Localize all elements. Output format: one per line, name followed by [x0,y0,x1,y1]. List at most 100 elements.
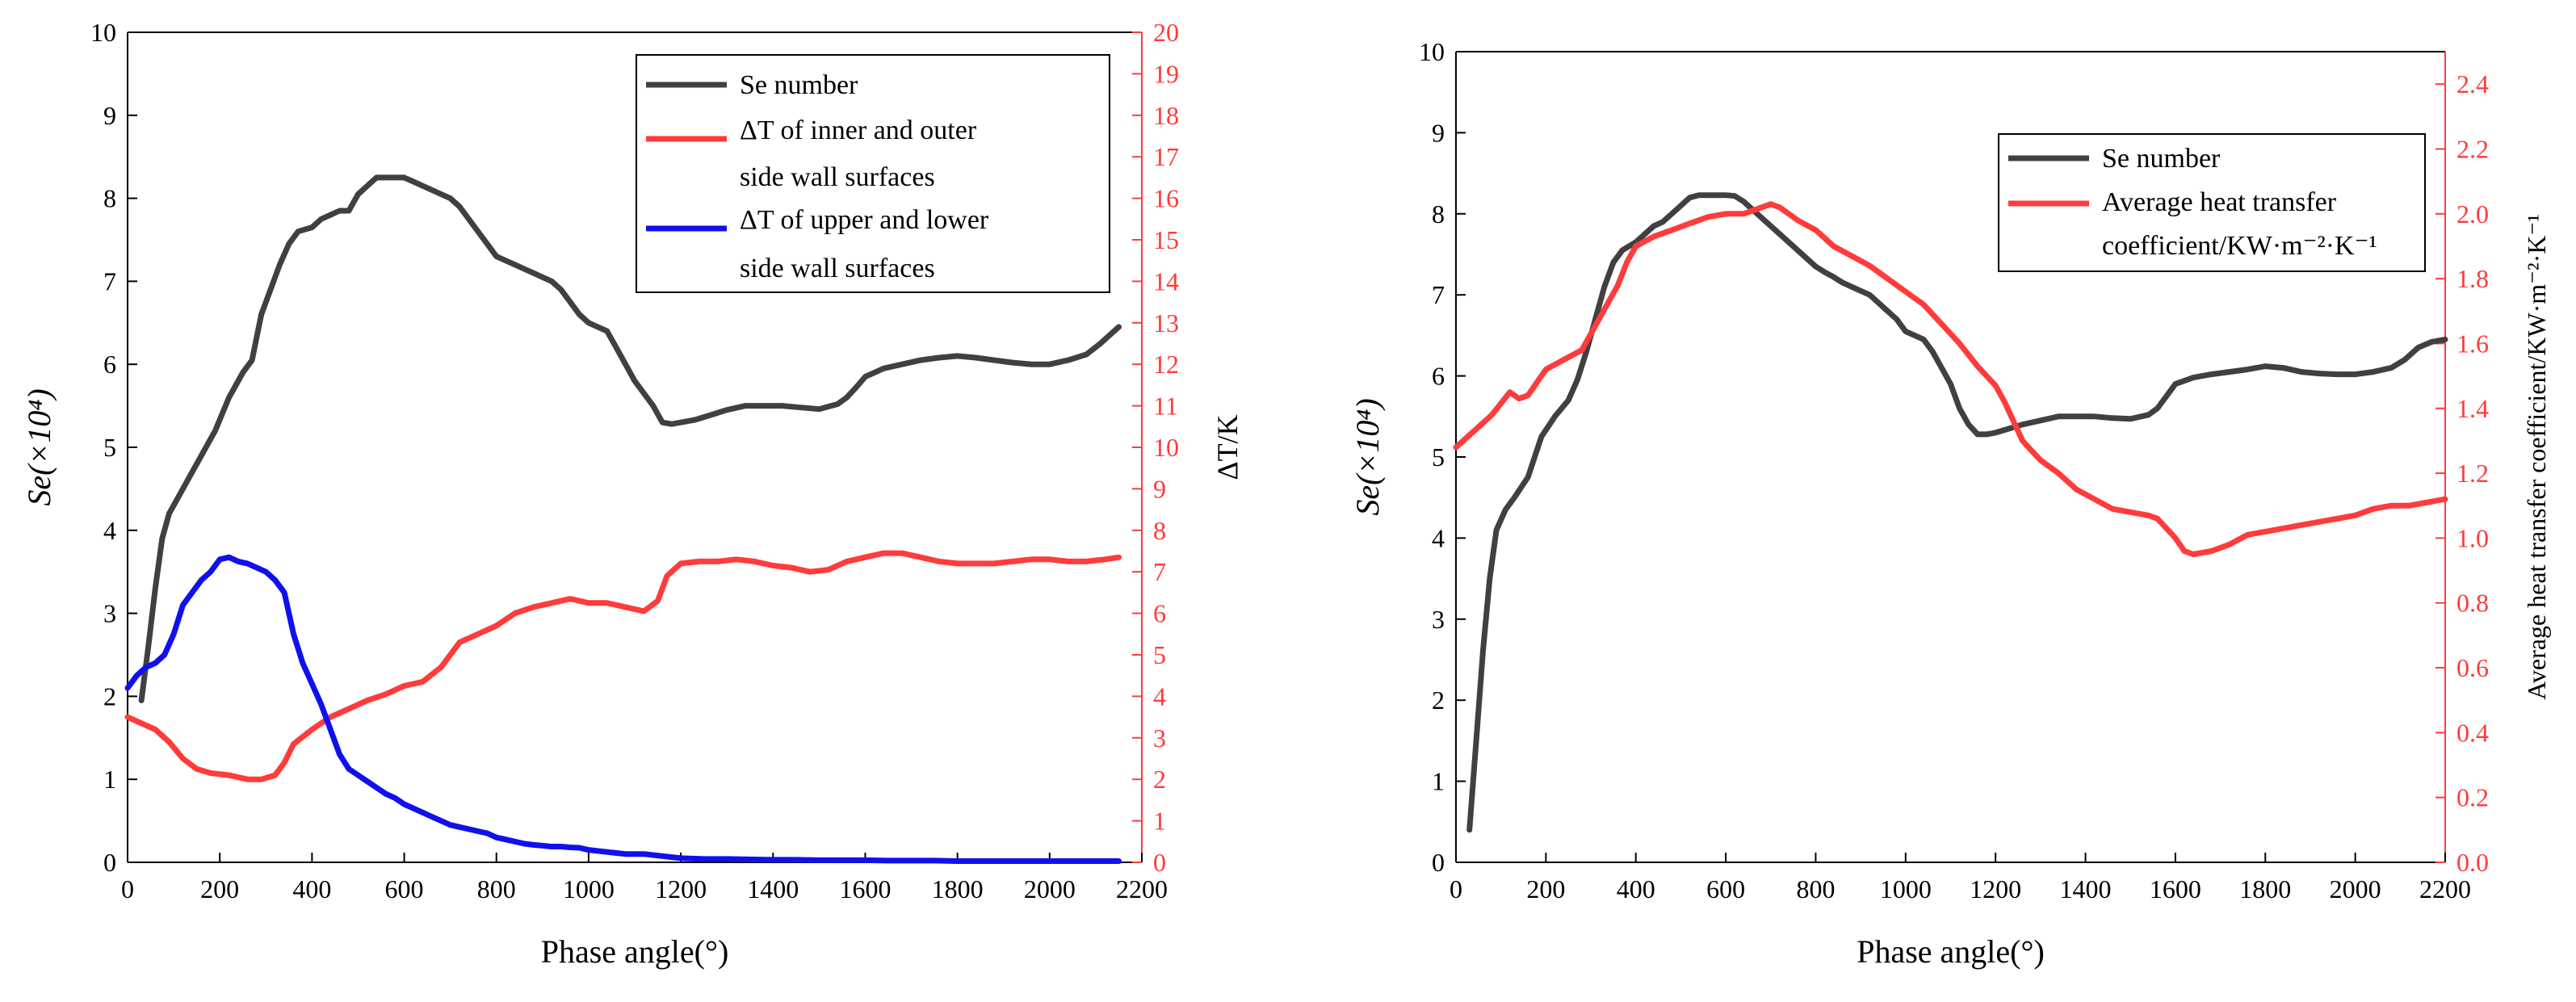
y-tick-label-right: 6 [1153,599,1166,628]
y-tick-label-left: 5 [1432,442,1445,472]
x-tick-label: 400 [1617,874,1655,903]
x-tick-label: 800 [477,874,516,903]
legend-label: ΔT of inner and outer [740,115,977,145]
y-tick-label-left: 7 [1432,280,1445,309]
y-tick-label-right: 2.4 [2456,69,2489,99]
y-tick-label-right: 1.4 [2456,394,2489,423]
y-tick-label-left: 10 [1419,37,1445,66]
x-tick-label: 1800 [932,874,984,903]
legend-label: Average heat transfer [2102,187,2337,217]
y-axis-right-label: ΔT/K [1211,414,1244,480]
y-tick-label-left: 1 [103,765,116,794]
chart-right: 0 200 400 600 800 1000 1200 1400 1600 1800 2000 220… [1349,37,2551,970]
series-line-t-of-inner-and-outer-side-wall-surfaces [124,550,1122,782]
y-tick-label-right: 5 [1153,640,1166,669]
y-tick-label-right: 1.6 [2456,329,2489,358]
y-tick-label-right: 2 [1153,765,1166,794]
chart-left: 0 200 400 600 800 1000 1200 1400 1600 1800 2000 220… [21,18,1244,970]
y-tick-label-right: 1.2 [2456,459,2489,488]
y-tick-label-right: 17 [1153,142,1179,171]
y-axis-left-label: Se(×10⁴) [21,388,57,505]
y-tick-label-left: 0 [1432,848,1445,877]
y-tick-label-left: 10 [90,18,116,47]
y-tick-label-right: 0.2 [2456,783,2489,812]
x-tick-label: 2200 [2419,874,2471,903]
y-tick-label-left: 6 [103,350,116,379]
y-tick-label-left: 8 [1432,199,1445,228]
y-tick-label-right: 9 [1153,474,1166,503]
y-tick-label-right: 4 [1153,681,1166,711]
y-tick-label-right: 2.0 [2456,199,2489,228]
x-tick-label: 1000 [563,874,615,903]
x-tick-label: 1400 [747,874,799,903]
x-tick-label: 1000 [1880,874,1932,903]
y-tick-label-left: 2 [1432,685,1445,715]
y-tick-label-right: 1.8 [2456,264,2489,293]
y-tick-label-right: 2.2 [2456,134,2489,163]
y-tick-label-right: 12 [1153,350,1179,379]
legend-label: Se number [740,70,858,100]
y-tick-label-right: 10 [1153,433,1179,462]
x-tick-label: 1800 [2239,874,2291,903]
y-tick-label-right: 0.4 [2456,718,2489,747]
legend-label: side wall surfaces [740,254,935,283]
y-tick-label-right: 0 [1153,848,1166,877]
y-tick-label-left: 7 [103,266,116,296]
x-tick-label: 600 [1706,874,1745,903]
y-tick-label-right: 20 [1153,18,1179,47]
x-tick-label: 200 [200,874,239,903]
y-tick-label-left: 8 [103,184,116,213]
y-tick-label-left: 1 [1432,767,1445,796]
x-tick-label: 600 [385,874,424,903]
y-tick-label-right: 11 [1153,392,1178,421]
x-tick-label: 1400 [2060,874,2112,903]
series-line-se-number [138,174,1122,703]
y-tick-label-right: 16 [1153,184,1179,213]
x-axis-label: Phase angle(°) [541,933,729,970]
y-tick-label-left: 3 [103,599,116,628]
y-tick-label-left: 5 [103,433,116,462]
y-tick-label-right: 7 [1153,557,1166,586]
legend-label: side wall surfaces [740,162,935,192]
legend-box [636,54,1110,293]
legend-label: coefficient/KW·m⁻²·K⁻¹ [2102,231,2377,261]
x-tick-label: 1200 [655,874,707,903]
x-tick-label: 800 [1796,874,1835,903]
y-tick-label-right: 13 [1153,308,1179,337]
y-tick-label-right: 0.0 [2456,848,2489,877]
legend-label: Se number [2102,144,2221,174]
x-tick-label: 1600 [2150,874,2201,903]
x-tick-label: 2000 [1024,874,1076,903]
legend-label: ΔT of upper and lower [740,205,989,235]
y-tick-label-left: 2 [103,681,116,711]
x-tick-label: 1200 [1970,874,2021,903]
y-tick-label-left: 3 [1432,605,1445,634]
x-tick-label: 2000 [2330,874,2381,903]
series-line-se-number [1466,192,2448,833]
x-tick-label: 0 [121,874,134,903]
y-tick-label-right: 0.8 [2456,589,2489,618]
x-tick-label: 400 [292,874,331,903]
y-tick-label-left: 6 [1432,362,1445,391]
y-tick-label-left: 9 [103,101,116,130]
y-tick-label-right: 1.0 [2456,523,2489,552]
series-line-average-heat-transfer-coefficient-kw-m-k [1453,201,2448,557]
series-line-t-of-upper-and-lower-side-wall-surfaces [124,554,1122,864]
y-axis-right-label: Average heat transfer coefficient/KW·m⁻²… [2522,214,2551,700]
y-tick-label-left: 4 [103,516,116,545]
y-tick-label-right: 18 [1153,101,1179,130]
y-tick-label-right: 1 [1153,807,1166,836]
x-axis-label: Phase angle(°) [1856,933,2045,970]
y-axis-left-label: Se(×10⁴) [1349,398,1386,515]
y-tick-label-left: 0 [103,848,116,877]
y-tick-label-right: 19 [1153,59,1179,88]
y-tick-label-right: 15 [1153,225,1179,254]
y-tick-label-right: 3 [1153,723,1166,753]
x-tick-label: 200 [1526,874,1565,903]
y-tick-label-right: 8 [1153,516,1166,545]
x-tick-label: 1600 [839,874,891,903]
x-tick-label: 0 [1450,874,1462,903]
x-tick-label: 2200 [1116,874,1168,903]
y-tick-label-right: 0.6 [2456,653,2489,682]
